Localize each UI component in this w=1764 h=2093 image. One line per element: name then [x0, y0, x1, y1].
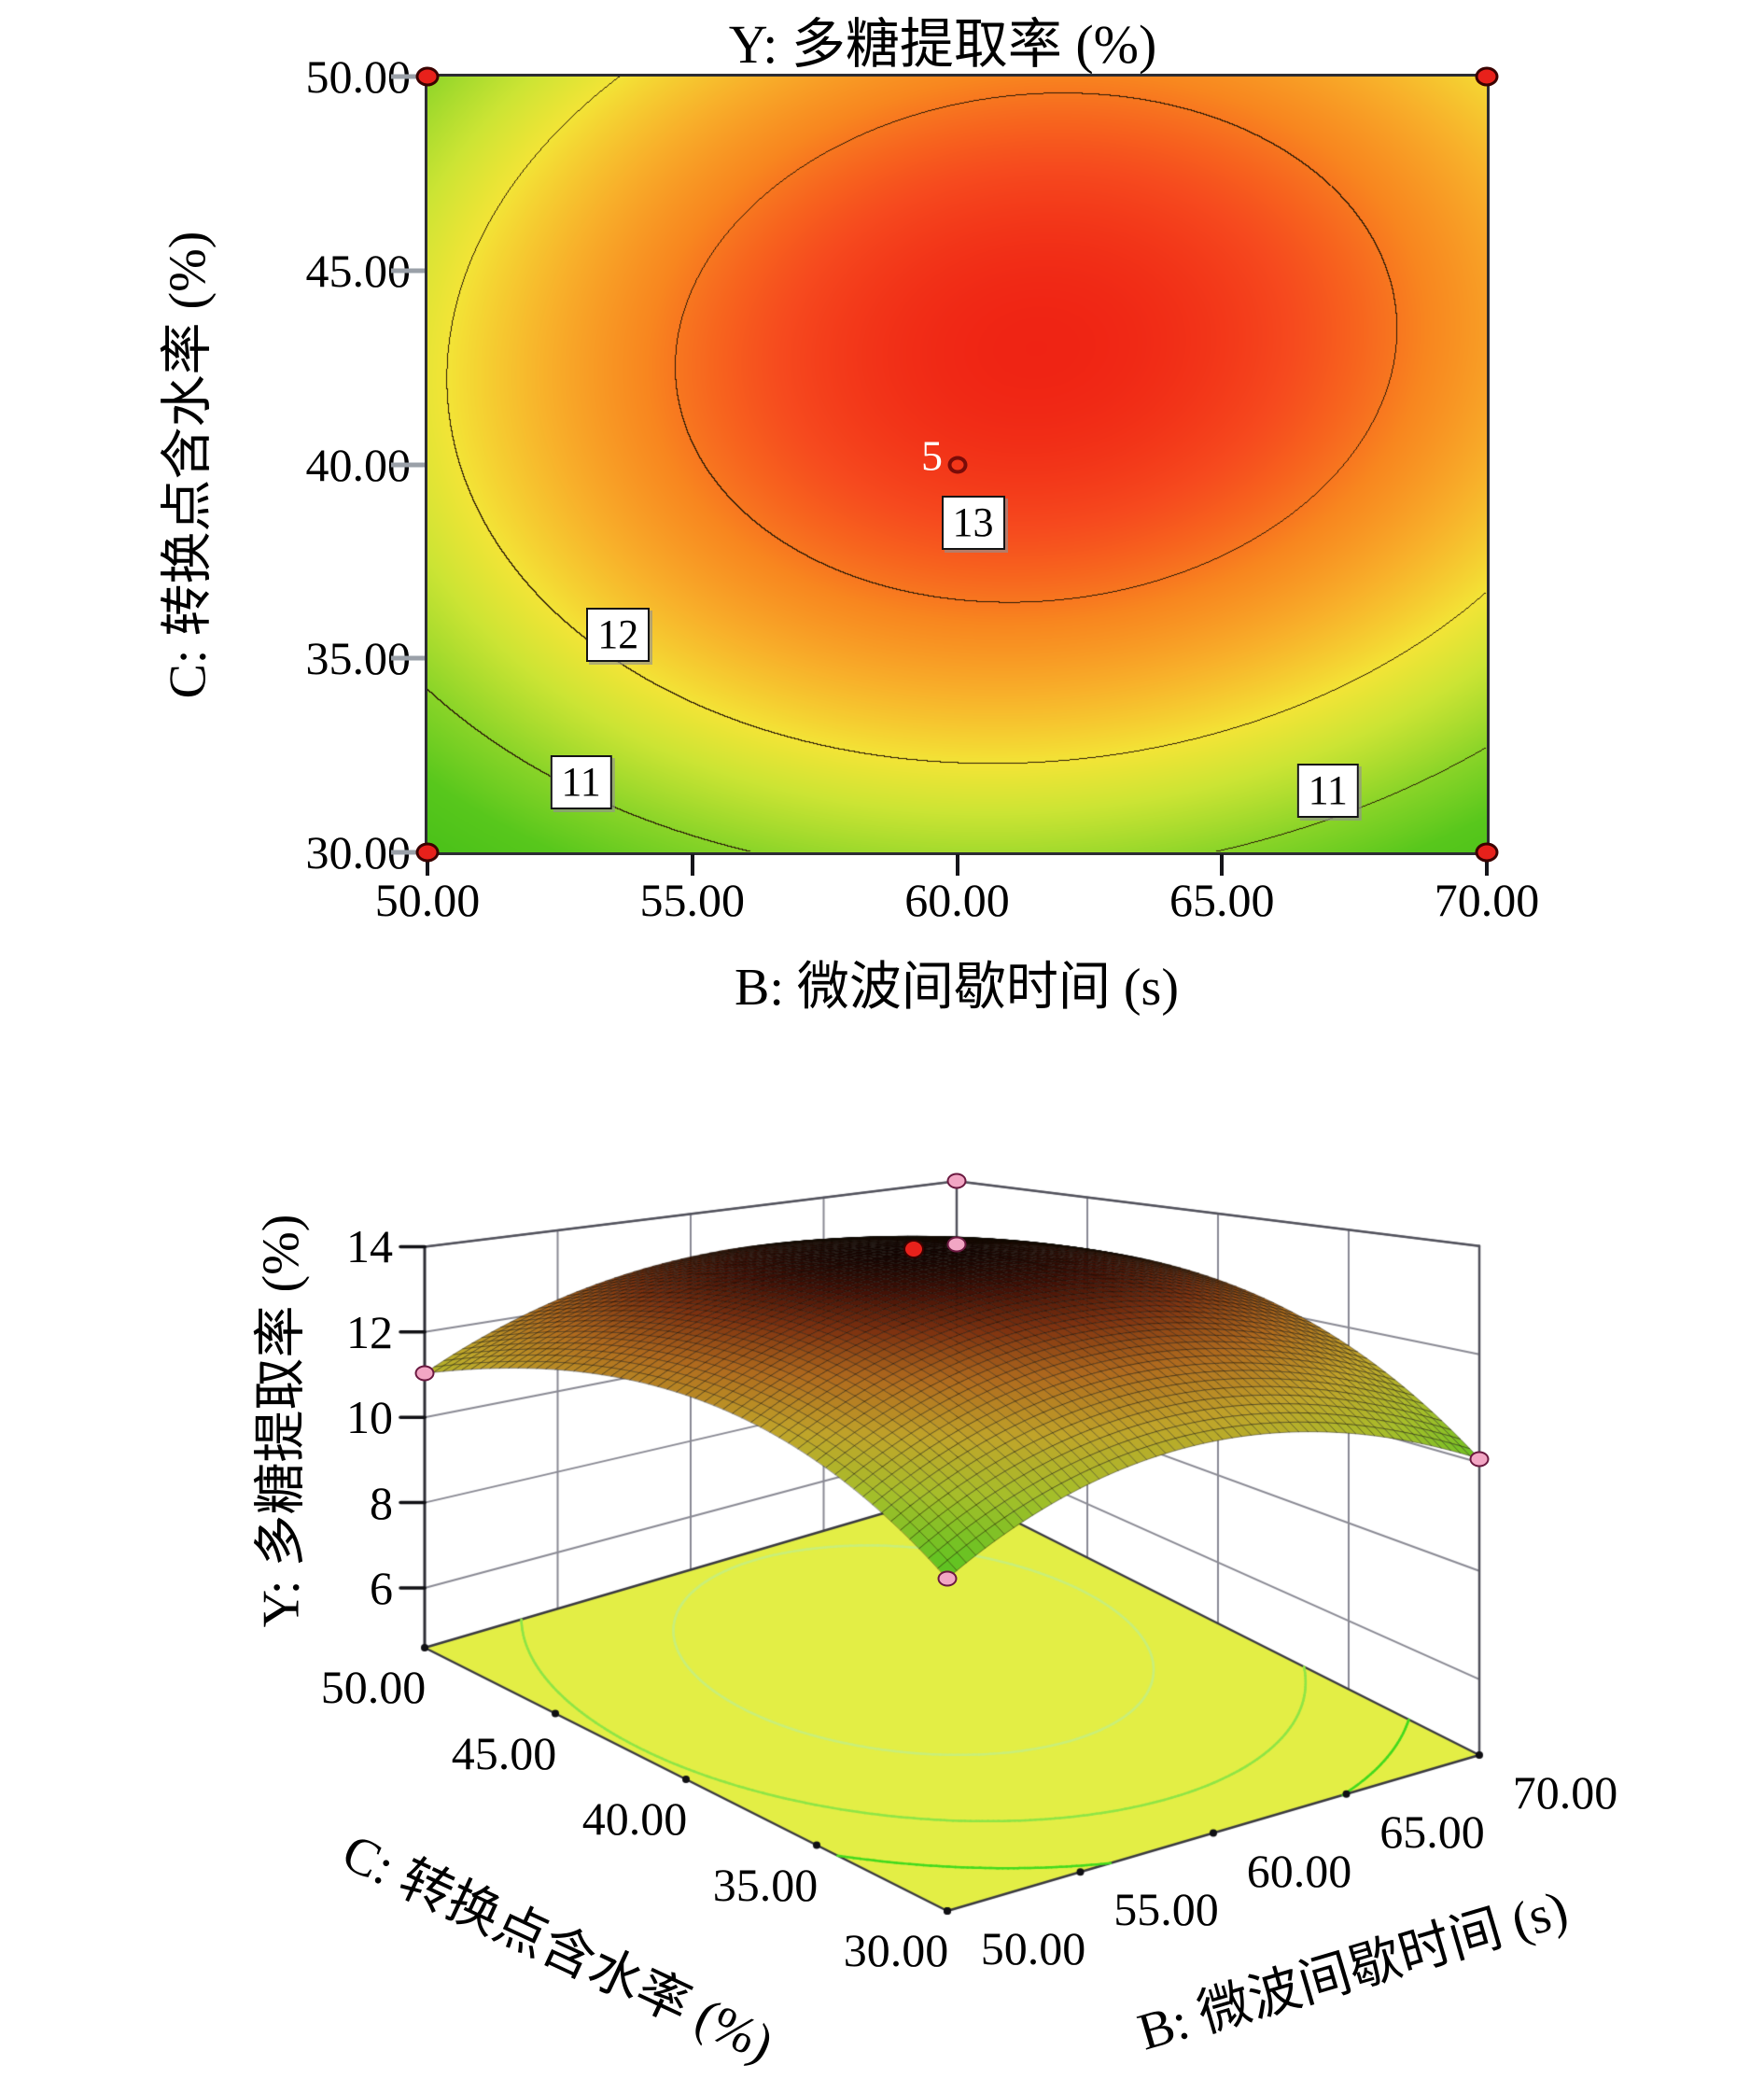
contour-y-tick-mark: [391, 268, 425, 274]
contour-x-tick-mark: [690, 854, 694, 876]
contour-x-tick-label: 70.00: [1434, 874, 1540, 926]
contour-y-axis-label: C: 转换点含水率 (%): [159, 231, 217, 699]
contour-y-tick-mark: [391, 74, 425, 79]
contour-x-tick-label: 55.00: [639, 874, 746, 926]
contour-level-label: 12: [586, 608, 651, 663]
design-point-marker: [1475, 842, 1499, 863]
surface-c-tick-label: 30.00: [843, 1924, 949, 1976]
contour-level-label: 13: [941, 495, 1005, 550]
contour-x-tick-mark: [426, 854, 429, 876]
surface-z-tick-label: 12: [346, 1305, 393, 1358]
contour-x-axis-label: B: 微波间歇时间 (s): [735, 959, 1179, 1017]
surface-z-tick-label: 8: [370, 1476, 393, 1529]
contour-level-label: 11: [550, 755, 612, 810]
surface-c-tick-label: 35.00: [712, 1858, 819, 1911]
contour-x-tick-label: 60.00: [904, 874, 1010, 926]
surface-b-tick-label: 65.00: [1379, 1805, 1485, 1858]
contour-chart-title: Y: 多糖提取率 (%): [728, 14, 1157, 75]
surface-c-tick-label: 50.00: [320, 1661, 427, 1713]
surface-z-axis-label: Y: 多糖提取率 (%): [252, 1214, 311, 1628]
surface-c-tick-label: 40.00: [581, 1792, 688, 1845]
contour-plot-frame: [425, 74, 1490, 855]
contour-x-tick-mark: [955, 854, 959, 876]
contour-level-label: 11: [1296, 763, 1359, 818]
contour-y-tick-mark: [391, 462, 425, 467]
box-apex-point-marker: [946, 1173, 967, 1189]
center-point-count-label: 5: [921, 431, 943, 480]
surface-peak-point-marker: [903, 1240, 924, 1259]
contour-y-tick-mark: [391, 850, 425, 855]
surface-z-tick-label: 14: [346, 1220, 393, 1273]
surface-b-tick-label: 50.00: [980, 1922, 1086, 1974]
surface-z-tick-label: 6: [370, 1562, 393, 1615]
surface-c-tick-label: 45.00: [451, 1726, 557, 1779]
surface-plot-canvas: [0, 1072, 1764, 2093]
surface-b-tick-label: 60.00: [1246, 1844, 1352, 1897]
contour-y-tick-mark: [391, 655, 425, 661]
surface-b-tick-label: 70.00: [1512, 1766, 1618, 1819]
design-point-marker: [1475, 66, 1499, 87]
surface-corner-point-marker: [946, 1236, 967, 1253]
contour-x-tick-label: 50.00: [374, 874, 481, 926]
surface-corner-point-marker: [1469, 1451, 1490, 1468]
surface-b-tick-label: 55.00: [1113, 1883, 1219, 1936]
surface-z-tick-label: 10: [346, 1391, 393, 1444]
center-point-marker: [947, 456, 967, 473]
design-point-marker: [415, 842, 440, 863]
contour-x-tick-mark: [1220, 854, 1225, 876]
contour-x-tick-label: 65.00: [1169, 874, 1275, 926]
contour-x-tick-mark: [1485, 854, 1489, 876]
surface-corner-point-marker: [414, 1365, 435, 1382]
surface-corner-point-marker: [937, 1570, 958, 1587]
design-point-marker: [415, 66, 440, 87]
